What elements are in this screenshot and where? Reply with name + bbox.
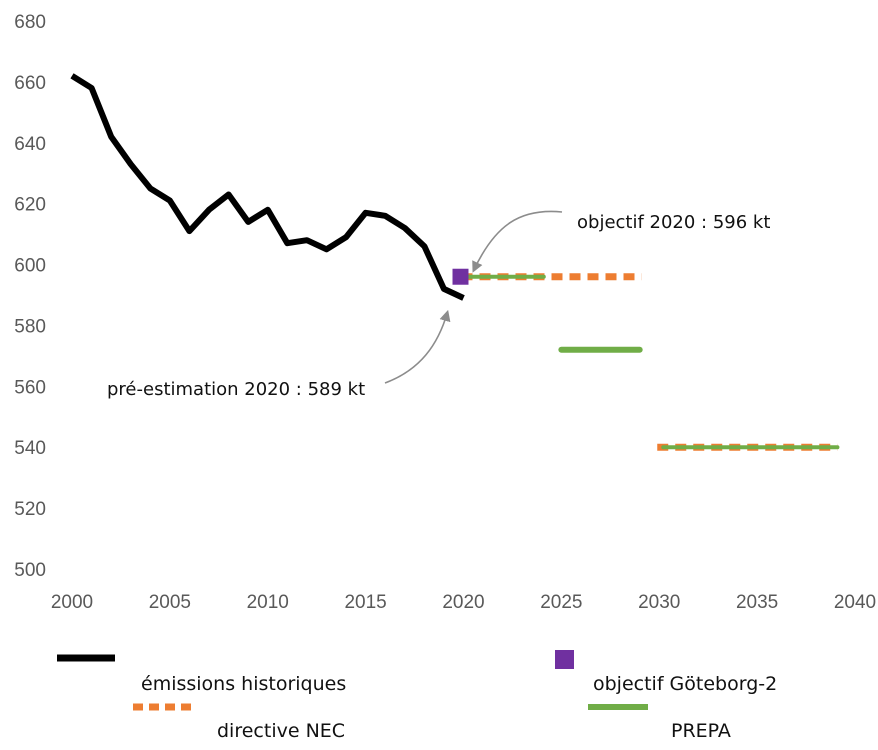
y-tick-label: 520: [14, 499, 46, 520]
x-tick-label: 2015: [344, 592, 386, 613]
annotation-objectif-2020: objectif 2020 : 596 kt: [577, 212, 770, 233]
x-tick-label: 2010: [247, 592, 289, 613]
goteborg-target-marker: [452, 268, 469, 285]
y-axis-tick-labels: 500 520 540 560 580 600 620 640 660 680: [14, 12, 46, 581]
y-tick-label: 540: [14, 438, 46, 459]
x-tick-label: 2020: [442, 592, 484, 613]
x-tick-label: 2000: [51, 592, 93, 613]
y-tick-label: 500: [14, 560, 46, 581]
y-tick-label: 660: [14, 73, 46, 94]
legend-swatch-goteborg: [555, 650, 574, 669]
y-tick-label: 580: [14, 316, 46, 337]
y-tick-label: 640: [14, 134, 46, 155]
legend-label: directive NEC: [217, 720, 345, 742]
annotations: objectif 2020 : 596 kt pré-estimation 202…: [107, 210, 770, 400]
legend: émissions historiques objectif Göteborg-2…: [57, 650, 777, 742]
y-tick-label: 620: [14, 195, 46, 216]
legend-label: émissions historiques: [141, 673, 346, 695]
y-tick-label: 680: [14, 12, 46, 33]
y-tick-label: 600: [14, 256, 46, 277]
annotation-arrow: [384, 309, 451, 384]
x-tick-label: 2025: [540, 592, 582, 613]
x-tick-label: 2005: [149, 592, 191, 613]
plot-area: [70, 73, 840, 451]
x-axis-tick-labels: 2000 2005 2010 2015 2020 2025 2030 2035 2040: [51, 592, 876, 613]
x-tick-label: 2040: [834, 592, 876, 613]
x-tick-label: 2030: [638, 592, 680, 613]
legend-label: objectif Göteborg-2: [593, 673, 777, 695]
historical-emissions-line: [70, 73, 465, 301]
y-tick-label: 560: [14, 377, 46, 398]
x-tick-label: 2035: [736, 592, 778, 613]
annotation-pre-estimation-2020: pré-estimation 2020 : 589 kt: [107, 379, 365, 400]
annotation-arrow: [472, 210, 563, 273]
legend-label: PREPA: [671, 720, 731, 742]
